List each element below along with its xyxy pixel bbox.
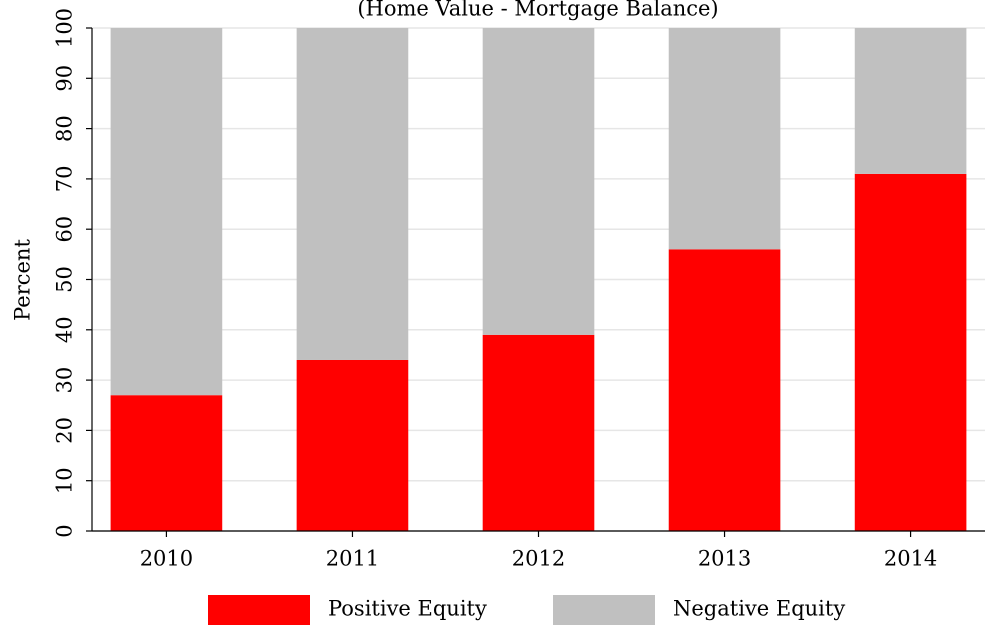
chart-subtitle: (Home Value - Mortgage Balance) bbox=[357, 0, 718, 21]
legend-label: Positive Equity bbox=[328, 597, 487, 621]
y-tick-label: 50 bbox=[53, 266, 77, 293]
bar-segment bbox=[854, 173, 967, 531]
bar-segment bbox=[296, 359, 409, 531]
y-tick-label: 90 bbox=[53, 65, 77, 92]
bar-segment bbox=[668, 28, 781, 250]
y-tick-label: 10 bbox=[53, 467, 77, 494]
legend-swatch bbox=[208, 595, 310, 625]
bar-segment bbox=[296, 28, 409, 360]
y-axis-label: Percent bbox=[11, 239, 35, 321]
bar-segment bbox=[482, 28, 595, 335]
x-tick-label: 2012 bbox=[512, 547, 565, 571]
y-tick-label: 0 bbox=[53, 524, 77, 537]
bar-segment bbox=[482, 334, 595, 531]
y-tick-label: 70 bbox=[53, 166, 77, 193]
x-tick-label: 2011 bbox=[326, 547, 379, 571]
y-tick-label: 80 bbox=[53, 115, 77, 142]
bar-segment bbox=[854, 28, 967, 174]
y-tick-label: 20 bbox=[53, 417, 77, 444]
y-tick-label: 60 bbox=[53, 216, 77, 243]
x-tick-label: 2013 bbox=[698, 547, 751, 571]
bar-segment bbox=[110, 395, 223, 531]
y-tick-label: 100 bbox=[53, 8, 77, 48]
x-tick-label: 2014 bbox=[884, 547, 937, 571]
bar-segment bbox=[110, 28, 223, 396]
bar-segment bbox=[668, 249, 781, 531]
legend-label: Negative Equity bbox=[673, 597, 845, 621]
legend-swatch bbox=[553, 595, 655, 625]
x-tick-label: 2010 bbox=[140, 547, 193, 571]
y-tick-label: 40 bbox=[53, 316, 77, 343]
y-tick-label: 30 bbox=[53, 367, 77, 394]
